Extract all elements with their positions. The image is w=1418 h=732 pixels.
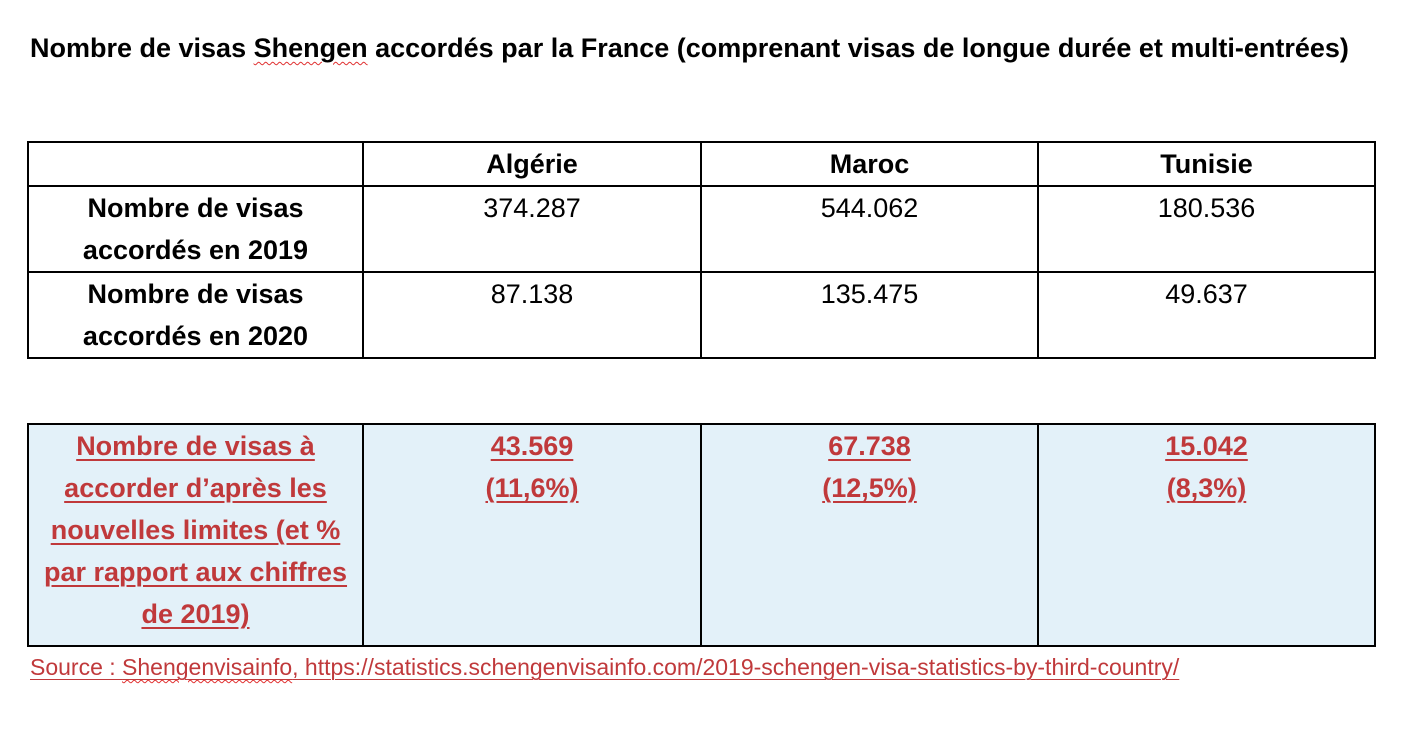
table-row-2019: Nombre de visas accordés en 2019 374.287… (27, 185, 1376, 273)
limits-number-maroc: 67.738 (828, 431, 911, 461)
limits-cell-tunisie: 15.042 (8,3%) (1037, 423, 1376, 647)
header-tunisie: Tunisie (1037, 141, 1376, 187)
limits-label-cell: Nombre de visas à accorder d’après les n… (27, 423, 364, 647)
limits-number-tunisie: 15.042 (1165, 431, 1248, 461)
limits-percent-maroc: (12,5%) (822, 473, 917, 503)
title-marked-word: Shengen (253, 33, 368, 63)
cell-2020-tunisie: 49.637 (1037, 271, 1376, 359)
table-header-row: Algérie Maroc Tunisie (27, 141, 1376, 187)
visa-stats-table: Algérie Maroc Tunisie Nombre de visas ac… (27, 141, 1376, 359)
header-empty-cell (27, 141, 364, 187)
cell-2019-tunisie: 180.536 (1037, 185, 1376, 273)
cell-2020-maroc: 135.475 (700, 271, 1039, 359)
row-label-2019: Nombre de visas accordés en 2019 (27, 185, 364, 273)
source-link[interactable]: , https://statistics.schengenvisainfo.co… (292, 654, 1180, 680)
title-text-before: Nombre de visas (30, 33, 254, 63)
limits-number-algerie: 43.569 (490, 431, 574, 461)
table-row-2020: Nombre de visas accordés en 2020 87.138 … (27, 271, 1376, 359)
cell-2020-algerie: 87.138 (362, 271, 702, 359)
new-limits-table: Nombre de visas à accorder d’après les n… (27, 423, 1376, 647)
limits-percent-algerie: (11,6%) (485, 473, 579, 503)
page-title: Nombre de visas Shengen accordés par la … (30, 26, 1390, 70)
source-note: Source : Shengenvisainfo, https://statis… (30, 650, 1179, 684)
limits-cell-maroc: 67.738 (12,5%) (700, 423, 1039, 647)
source-marked-word: Shengenvisainfo (122, 654, 293, 680)
row-label-2020: Nombre de visas accordés en 2020 (27, 271, 364, 359)
limits-cell-algerie: 43.569 (11,6%) (362, 423, 702, 647)
limits-label: Nombre de visas à accorder d’après les n… (43, 431, 348, 629)
limits-percent-tunisie: (8,3%) (1166, 473, 1247, 503)
cell-2019-maroc: 544.062 (700, 185, 1039, 273)
source-prefix: Source : (30, 654, 123, 680)
limits-row: Nombre de visas à accorder d’après les n… (27, 423, 1376, 647)
cell-2019-algerie: 374.287 (362, 185, 702, 273)
header-algerie: Algérie (362, 141, 702, 187)
header-maroc: Maroc (700, 141, 1039, 187)
title-text-after: accordés par la France (comprenant visas… (367, 33, 1349, 63)
